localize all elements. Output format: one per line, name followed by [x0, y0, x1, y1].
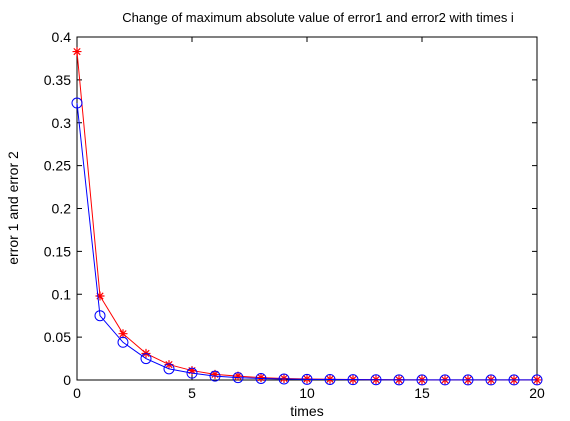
- y-tick-label: 0.1: [52, 286, 72, 302]
- series-2-point: [324, 373, 336, 385]
- series-2-point: [232, 372, 244, 384]
- series-2: [71, 97, 543, 386]
- series-1-point: [164, 360, 174, 370]
- y-tick-label: 0: [63, 372, 71, 388]
- y-tick-label: 0.4: [52, 29, 72, 45]
- series-2-point: [347, 374, 359, 386]
- y-tick-label: 0.15: [44, 243, 71, 259]
- series-2-point: [301, 373, 313, 385]
- series-1-point: [187, 366, 197, 376]
- x-tick-label: 15: [414, 385, 430, 401]
- series-1: [72, 47, 542, 385]
- series-2-point: [439, 374, 451, 386]
- series-2-point: [508, 374, 520, 386]
- x-axis-ticks: 0 5 10 15 20: [73, 37, 545, 401]
- series-2-point: [485, 374, 497, 386]
- x-tick-label: 0: [73, 385, 81, 401]
- series-2-point: [140, 353, 152, 365]
- x-tick-label: 5: [188, 385, 196, 401]
- y-tick-label: 0.35: [44, 72, 71, 88]
- series-layer: [71, 47, 543, 386]
- series-2-point: [163, 363, 175, 375]
- series-1-point: [95, 291, 105, 301]
- y-tick-label: 0.2: [52, 201, 72, 217]
- series-2-point: [117, 336, 129, 348]
- series-1-point: [256, 373, 266, 383]
- series-2-point: [255, 372, 267, 384]
- series-2-point: [94, 310, 106, 322]
- y-axis-label: error 1 and error 2: [5, 151, 21, 265]
- series-1-point: [118, 329, 128, 339]
- series-1-line: [76, 51, 537, 381]
- plot-frame: [76, 36, 538, 381]
- series-2-point: [393, 374, 405, 386]
- y-axis-ticks: 0 0.05 0.1 0.15 0.2 0.25 0.3 0.35 0.4: [44, 29, 537, 388]
- series-2-point: [416, 374, 428, 386]
- series-2-line: [76, 102, 537, 381]
- series-1-point: [233, 371, 243, 381]
- x-tick-label: 10: [299, 385, 315, 401]
- y-tick-label: 0.05: [44, 329, 71, 345]
- series-1-point: [210, 369, 220, 379]
- series-2-point: [462, 374, 474, 386]
- x-axis-label: times: [290, 403, 323, 419]
- y-tick-label: 0.25: [44, 158, 71, 174]
- series-1-point: [72, 47, 82, 57]
- series-2-point: [370, 374, 382, 386]
- series-2-point: [209, 370, 221, 382]
- series-1-point: [279, 373, 289, 383]
- series-2-point: [531, 374, 543, 386]
- x-tick-label: 20: [529, 385, 545, 401]
- y-tick-label: 0.3: [52, 115, 72, 131]
- series-2-point: [278, 373, 290, 385]
- series-2-point: [186, 367, 198, 379]
- series-2-point: [71, 97, 83, 109]
- chart-title: Change of maximum absolute value of erro…: [122, 10, 514, 25]
